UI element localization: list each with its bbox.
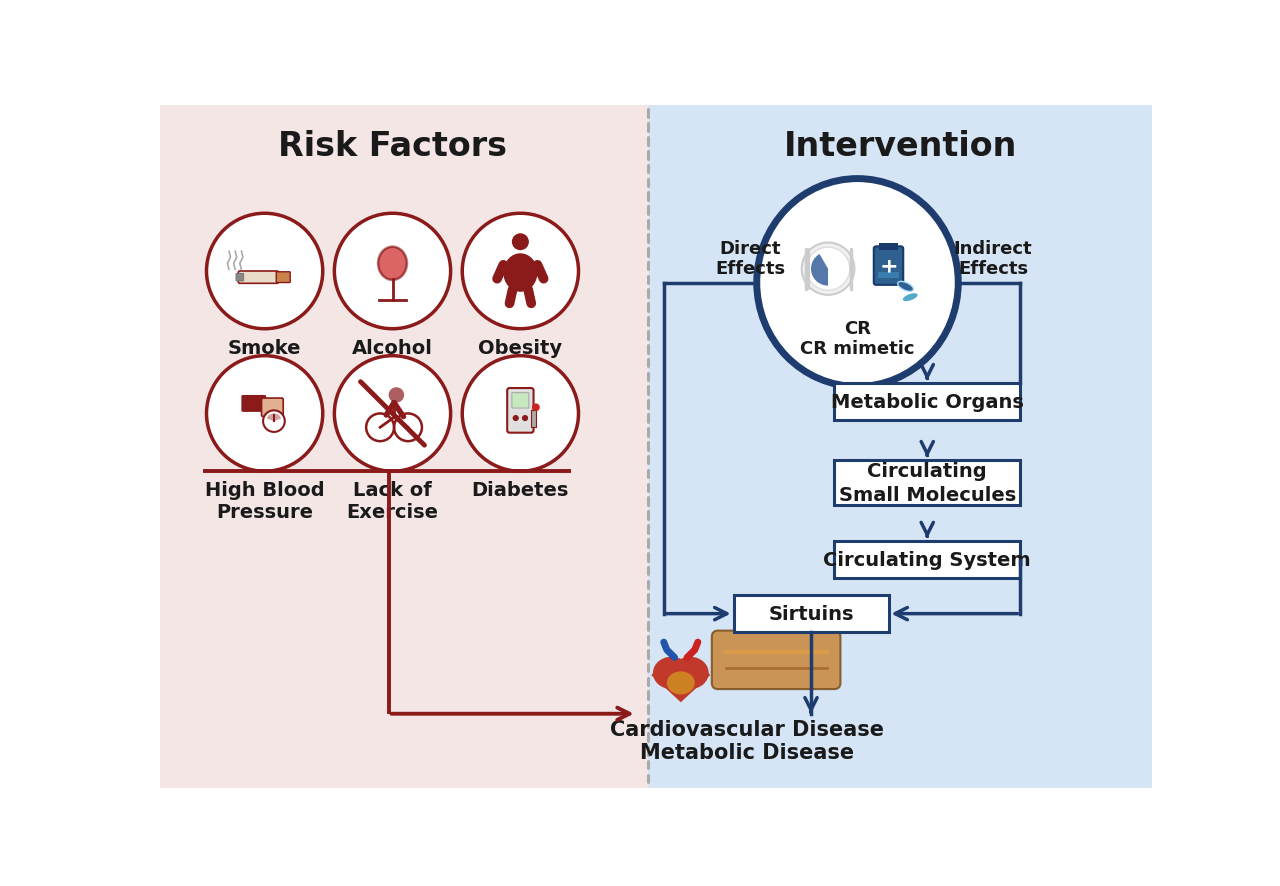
Circle shape: [801, 244, 855, 296]
Text: Diabetes: Diabetes: [472, 481, 570, 500]
Text: Circulating System: Circulating System: [823, 550, 1032, 570]
FancyBboxPatch shape: [733, 595, 888, 633]
Text: +: +: [879, 256, 897, 276]
Circle shape: [806, 248, 850, 291]
PathPatch shape: [652, 657, 710, 703]
Text: Alcohol: Alcohol: [352, 338, 433, 358]
FancyBboxPatch shape: [874, 247, 904, 285]
Text: Cardiovascular Disease
Metabolic Disease: Cardiovascular Disease Metabolic Disease: [611, 719, 884, 763]
Text: Lack of
Exercise: Lack of Exercise: [347, 481, 439, 522]
FancyBboxPatch shape: [835, 384, 1020, 421]
Text: High Blood
Pressure: High Blood Pressure: [205, 481, 324, 522]
FancyBboxPatch shape: [242, 395, 266, 413]
Text: Sirtuins: Sirtuins: [768, 604, 854, 624]
Text: Metabolic Organs: Metabolic Organs: [831, 393, 1024, 412]
Circle shape: [532, 404, 540, 412]
Text: Smoke: Smoke: [228, 338, 301, 358]
Ellipse shape: [503, 254, 538, 292]
FancyBboxPatch shape: [236, 274, 243, 282]
Ellipse shape: [756, 179, 959, 387]
Circle shape: [389, 388, 404, 403]
Bar: [648, 106, 1152, 789]
FancyBboxPatch shape: [512, 393, 529, 408]
FancyBboxPatch shape: [879, 244, 897, 251]
Text: Indirect
Effects: Indirect Effects: [954, 239, 1033, 278]
FancyBboxPatch shape: [835, 461, 1020, 506]
FancyBboxPatch shape: [712, 631, 841, 689]
Circle shape: [264, 411, 284, 432]
Circle shape: [462, 356, 579, 471]
FancyBboxPatch shape: [878, 273, 900, 278]
Text: Intervention: Intervention: [783, 130, 1016, 163]
FancyBboxPatch shape: [261, 399, 283, 417]
Wedge shape: [266, 414, 282, 422]
Circle shape: [512, 416, 518, 422]
Text: Circulating
Small Molecules: Circulating Small Molecules: [838, 462, 1016, 504]
FancyBboxPatch shape: [531, 411, 536, 428]
Circle shape: [206, 214, 323, 330]
Ellipse shape: [672, 657, 709, 689]
FancyBboxPatch shape: [276, 273, 291, 284]
Ellipse shape: [897, 282, 914, 292]
Bar: [160, 106, 648, 789]
Ellipse shape: [653, 657, 690, 689]
Circle shape: [462, 214, 579, 330]
Text: CR
CR mimetic: CR CR mimetic: [800, 319, 915, 358]
Text: Risk Factors: Risk Factors: [278, 130, 507, 163]
Circle shape: [206, 356, 323, 471]
Circle shape: [334, 356, 451, 471]
Ellipse shape: [902, 293, 918, 302]
Ellipse shape: [379, 248, 407, 280]
FancyBboxPatch shape: [507, 389, 534, 433]
Text: Direct
Effects: Direct Effects: [716, 239, 786, 278]
Wedge shape: [812, 254, 828, 286]
Ellipse shape: [667, 672, 695, 695]
Circle shape: [512, 234, 529, 251]
Text: Obesity: Obesity: [479, 338, 562, 358]
Circle shape: [522, 416, 529, 422]
FancyBboxPatch shape: [238, 272, 279, 284]
Circle shape: [334, 214, 451, 330]
FancyBboxPatch shape: [835, 541, 1020, 579]
